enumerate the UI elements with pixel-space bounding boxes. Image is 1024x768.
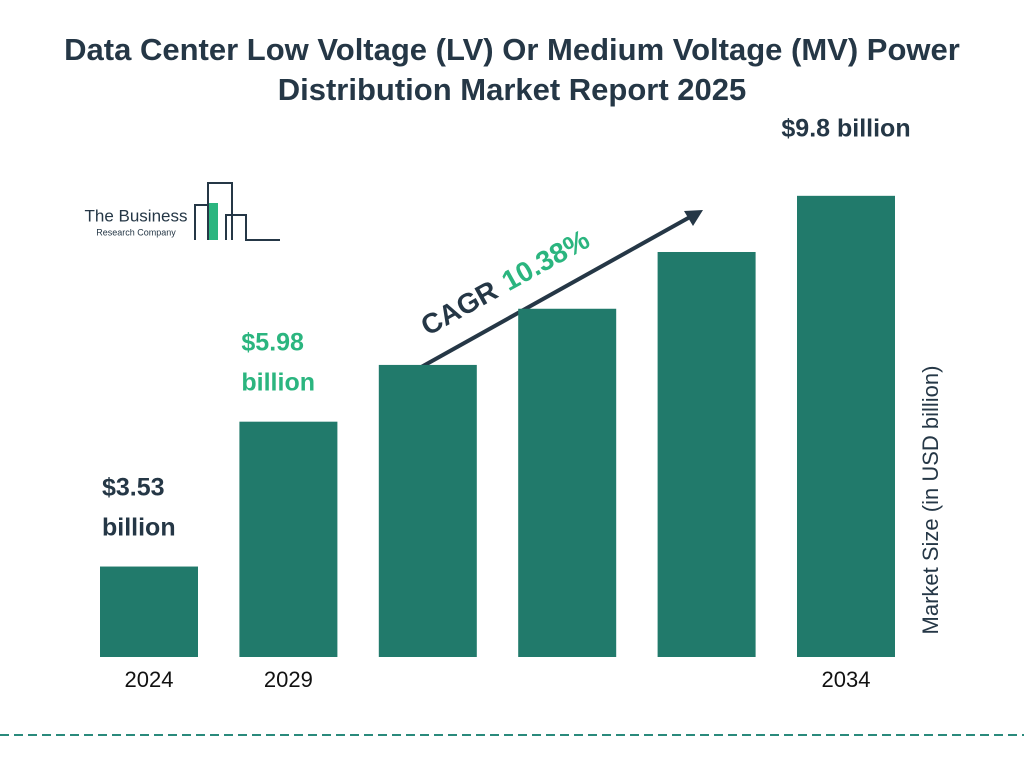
- bar: [657, 251, 756, 657]
- logo-text: The Business: [85, 206, 188, 225]
- cagr-label: CAGR: [416, 274, 503, 341]
- x-tick-label: 2029: [264, 667, 313, 692]
- bar: [797, 195, 895, 657]
- value-label: $5.98 billion: [241, 328, 315, 396]
- bar: [100, 566, 198, 657]
- y-axis-label: Market Size (in USD billion): [918, 366, 943, 635]
- value-label: $9.8 billion: [781, 114, 910, 142]
- bar: [378, 364, 477, 657]
- bar: [239, 421, 338, 657]
- cagr-arrowhead: [684, 210, 703, 226]
- logo: The Business Research Company: [85, 182, 280, 241]
- logo-shape: [194, 204, 209, 240]
- x-tick-label: 2024: [125, 667, 174, 692]
- logo-shape: [209, 203, 218, 240]
- value-label: $3.53 billion: [102, 473, 176, 541]
- logo-text: Research Company: [96, 227, 176, 237]
- logo-shape: [207, 182, 233, 240]
- chart-title: Data Center Low Voltage (LV) Or Medium V…: [64, 32, 960, 107]
- x-tick-label: 2034: [822, 667, 871, 692]
- cagr-arrow: [397, 215, 691, 382]
- logo-shape: [225, 214, 280, 241]
- bar: [518, 308, 617, 657]
- cagr-value: 10.38%: [496, 224, 594, 297]
